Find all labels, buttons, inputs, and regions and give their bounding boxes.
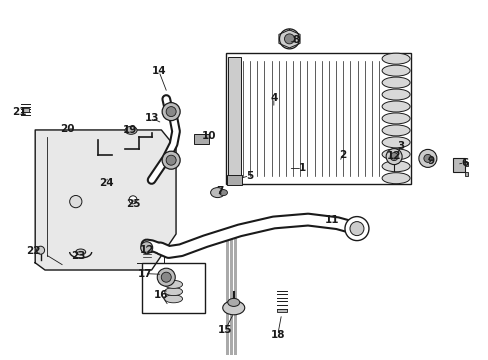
Text: 5: 5 <box>245 171 252 181</box>
Circle shape <box>279 29 299 49</box>
Circle shape <box>389 153 397 161</box>
Text: 25: 25 <box>125 199 140 210</box>
Circle shape <box>141 242 152 254</box>
Ellipse shape <box>227 298 239 306</box>
Circle shape <box>129 196 137 204</box>
Text: 8: 8 <box>292 35 299 45</box>
Circle shape <box>157 268 175 286</box>
Text: 1: 1 <box>298 163 305 174</box>
Circle shape <box>37 246 44 254</box>
Circle shape <box>70 195 82 208</box>
Text: 9: 9 <box>427 156 434 166</box>
Text: 3: 3 <box>397 141 404 151</box>
Ellipse shape <box>381 53 409 64</box>
Circle shape <box>344 217 368 240</box>
Ellipse shape <box>381 137 409 148</box>
Bar <box>194 134 208 144</box>
Text: 14: 14 <box>151 66 166 76</box>
Ellipse shape <box>76 249 85 255</box>
Bar <box>226 175 241 185</box>
Text: 21: 21 <box>12 107 27 117</box>
Ellipse shape <box>381 161 409 172</box>
Circle shape <box>162 103 180 121</box>
Text: 24: 24 <box>99 178 114 188</box>
Bar <box>142 263 205 313</box>
Text: 6: 6 <box>460 158 467 168</box>
Polygon shape <box>35 130 176 270</box>
Circle shape <box>386 149 401 165</box>
Text: 23: 23 <box>71 251 85 261</box>
Text: 7: 7 <box>216 186 224 196</box>
Bar <box>464 162 468 166</box>
Ellipse shape <box>381 77 409 88</box>
Bar <box>452 158 464 172</box>
Ellipse shape <box>381 101 409 112</box>
Bar <box>464 172 468 176</box>
Ellipse shape <box>381 113 409 124</box>
Circle shape <box>166 107 176 117</box>
Ellipse shape <box>381 125 409 136</box>
Circle shape <box>418 149 436 167</box>
Text: 20: 20 <box>60 124 75 134</box>
Text: 22: 22 <box>26 246 41 256</box>
Circle shape <box>284 34 294 44</box>
Bar <box>21 108 29 112</box>
Ellipse shape <box>381 89 409 100</box>
Ellipse shape <box>223 301 244 315</box>
Ellipse shape <box>210 188 224 198</box>
Ellipse shape <box>164 288 182 296</box>
Text: 10: 10 <box>202 131 216 141</box>
Ellipse shape <box>219 190 227 195</box>
Ellipse shape <box>381 65 409 76</box>
Text: 4: 4 <box>269 93 277 103</box>
Ellipse shape <box>381 149 409 160</box>
Text: 12: 12 <box>139 245 154 255</box>
Text: 16: 16 <box>154 290 168 300</box>
Bar <box>225 231 229 355</box>
Ellipse shape <box>125 126 137 134</box>
Ellipse shape <box>164 295 182 303</box>
Circle shape <box>423 154 431 162</box>
Text: 13: 13 <box>144 113 159 123</box>
Text: 17: 17 <box>137 269 152 279</box>
Text: 18: 18 <box>270 330 285 340</box>
Text: 2: 2 <box>338 150 345 160</box>
Bar <box>228 57 240 180</box>
Ellipse shape <box>164 280 182 288</box>
Bar <box>225 53 410 184</box>
Bar <box>276 309 286 312</box>
Circle shape <box>161 272 171 282</box>
Text: 15: 15 <box>217 325 232 336</box>
Ellipse shape <box>381 173 409 184</box>
Bar <box>229 231 233 355</box>
Circle shape <box>349 222 363 235</box>
Text: 12: 12 <box>386 150 401 161</box>
Circle shape <box>162 151 180 169</box>
Text: 11: 11 <box>325 215 339 225</box>
Circle shape <box>166 155 176 165</box>
Text: 19: 19 <box>122 125 137 135</box>
Bar <box>233 231 237 355</box>
